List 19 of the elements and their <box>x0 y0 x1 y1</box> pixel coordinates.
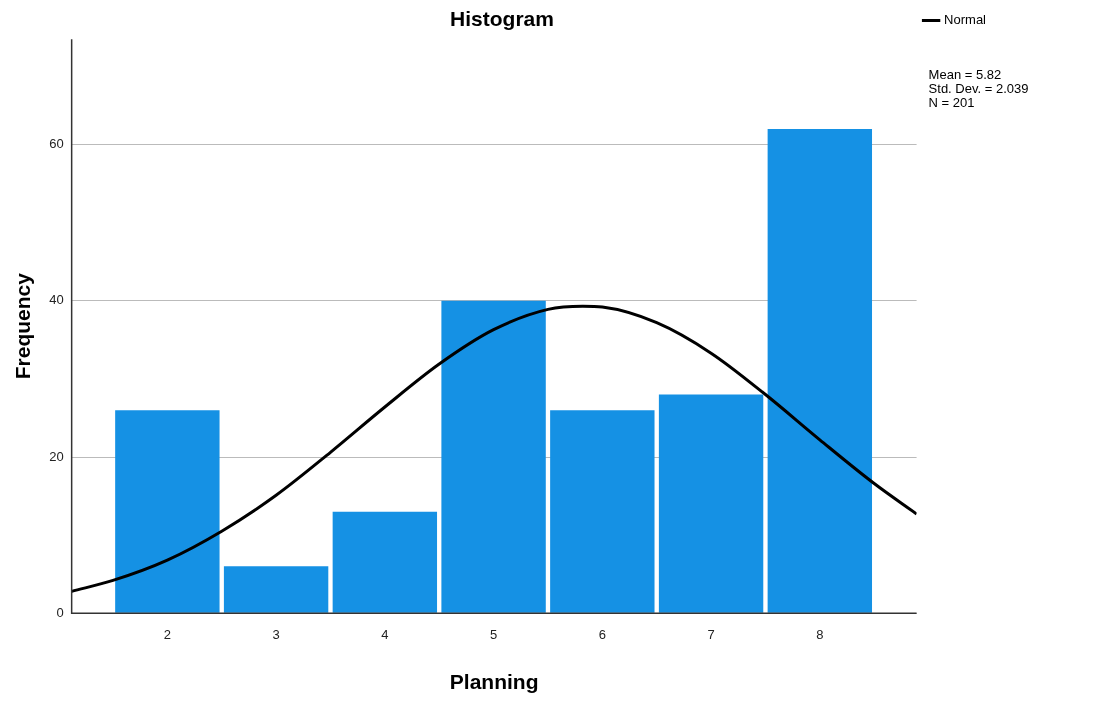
y-axis-title: Frequency <box>11 272 35 380</box>
x-tick-label: 6 <box>598 626 606 642</box>
x-tick-label: 3 <box>272 626 280 642</box>
text: Mean = 5.82 <box>928 67 1002 83</box>
y-tick-label: 20 <box>49 448 64 464</box>
y-tick-label: 60 <box>49 136 64 152</box>
chart-title: Histogram <box>450 7 554 31</box>
text: Std. Dev. = 2.039 <box>928 81 1029 97</box>
text: N = 201 <box>928 95 975 111</box>
x-axis-title: Planning <box>449 670 539 694</box>
y-tick-label: 40 <box>49 292 64 308</box>
x-tick-label: 4 <box>381 626 389 642</box>
legend-label: Normal <box>944 12 987 28</box>
x-tick-label: 8 <box>816 626 824 642</box>
line-series <box>71 304 917 593</box>
x-tick-label: 5 <box>489 626 498 642</box>
x-tick-label: 2 <box>163 626 171 642</box>
x-tick-label: 7 <box>707 626 715 642</box>
y-tick-label: 0 <box>56 604 64 620</box>
